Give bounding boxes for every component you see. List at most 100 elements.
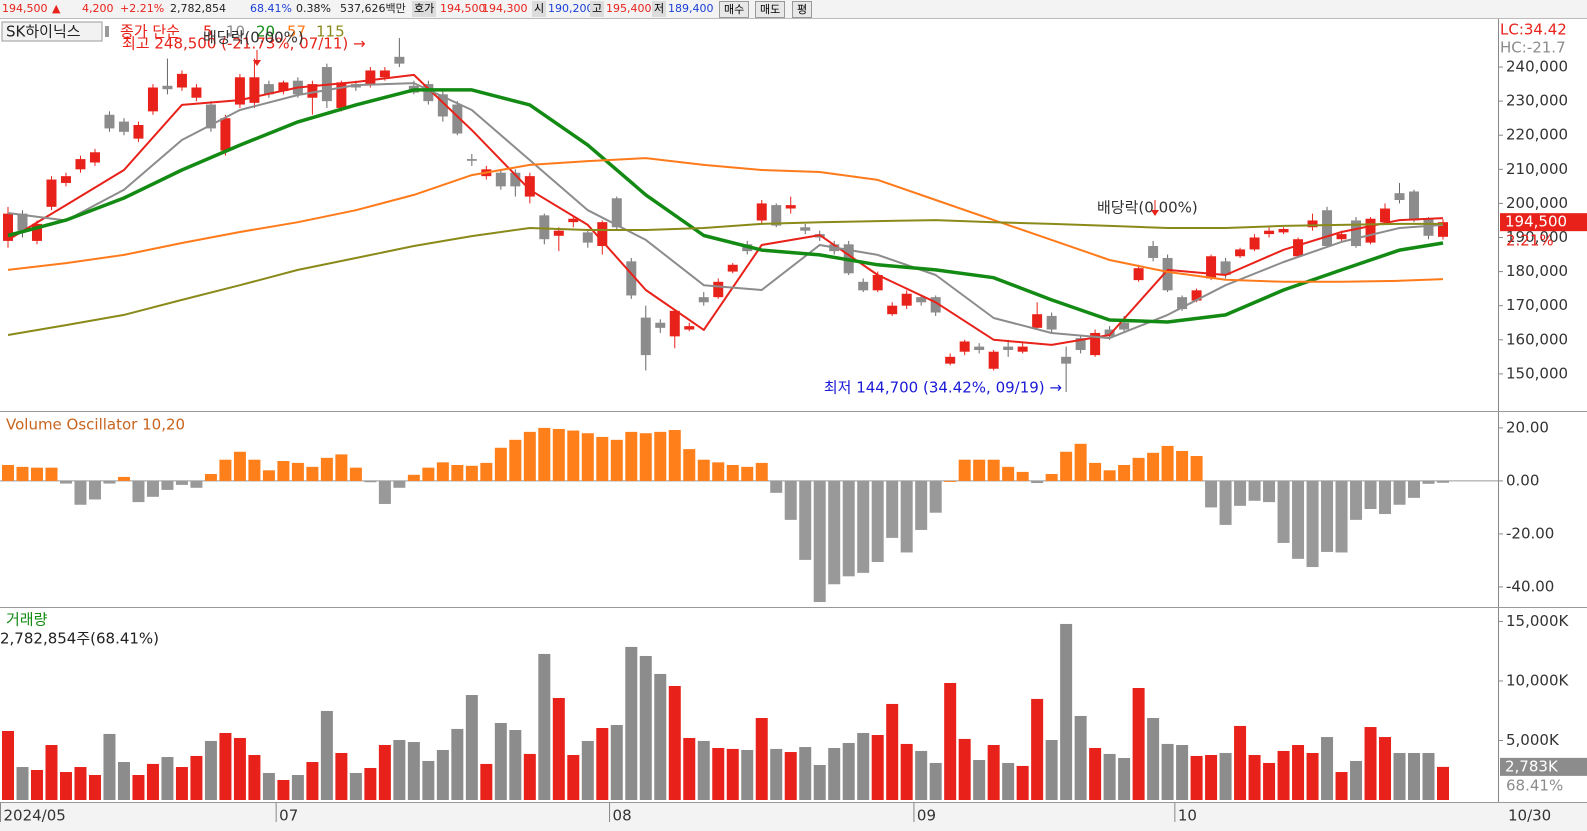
osc-bar bbox=[538, 427, 551, 481]
volume-bar bbox=[1292, 745, 1305, 800]
annotation: 배당락(0.00%) bbox=[203, 29, 304, 47]
candle-body bbox=[466, 159, 477, 161]
osc-bar bbox=[407, 474, 420, 481]
volume-bar bbox=[248, 755, 261, 800]
volume-bar bbox=[1350, 760, 1363, 800]
volume-bar bbox=[204, 740, 217, 800]
candle-body bbox=[133, 125, 144, 139]
osc-bar bbox=[523, 431, 536, 481]
candle-body bbox=[974, 346, 985, 350]
osc-bar bbox=[1190, 455, 1203, 481]
volume-pct: 68.41% bbox=[250, 2, 292, 15]
panel-title: 거래량 bbox=[6, 611, 48, 629]
volume-bar bbox=[683, 737, 696, 800]
x-tick-label: 10 bbox=[1178, 807, 1197, 825]
osc-bar bbox=[88, 480, 101, 500]
volume-bar bbox=[1335, 772, 1348, 800]
quote-label: 호가 bbox=[412, 1, 437, 17]
ma-line bbox=[7, 88, 1444, 324]
osc-bar bbox=[668, 430, 681, 481]
volume-bar bbox=[1132, 687, 1145, 800]
candle-body bbox=[452, 104, 463, 134]
volume-bar bbox=[871, 735, 884, 800]
stock-icon bbox=[105, 26, 109, 37]
candle-body bbox=[176, 73, 187, 88]
candle-body bbox=[713, 281, 724, 298]
candle-body bbox=[945, 356, 956, 364]
candle-body bbox=[1293, 239, 1304, 257]
osc-bar bbox=[1016, 471, 1029, 481]
y-tick-label: 150,000 bbox=[1506, 364, 1568, 382]
candle-body bbox=[1046, 315, 1057, 330]
sell-button[interactable]: 매도 bbox=[755, 1, 786, 18]
osc-bar bbox=[1132, 457, 1145, 481]
candle-body bbox=[1351, 220, 1362, 247]
amount: 537,626백만 bbox=[340, 2, 406, 15]
osc-bar bbox=[1321, 480, 1334, 552]
y-tick-label: 15,000K bbox=[1506, 612, 1569, 630]
candle-body bbox=[800, 227, 811, 231]
legend-label: 20 bbox=[256, 23, 275, 41]
candle-body bbox=[234, 77, 245, 105]
eval-button[interactable]: 평 bbox=[792, 1, 813, 18]
x-tick-label: 09 bbox=[917, 807, 936, 825]
candle-body bbox=[278, 82, 289, 91]
candle-body bbox=[771, 205, 782, 226]
candle-body bbox=[1322, 210, 1333, 247]
candle-body bbox=[655, 322, 666, 328]
osc-bar bbox=[1103, 470, 1116, 481]
buy-button[interactable]: 매수 bbox=[719, 1, 750, 18]
osc-bar bbox=[161, 480, 174, 490]
candle-body bbox=[336, 82, 347, 108]
y-tick-label: 200,000 bbox=[1506, 194, 1568, 212]
osc-bar bbox=[741, 466, 754, 481]
volume-bar bbox=[596, 727, 609, 800]
osc-bar bbox=[30, 467, 43, 481]
change-marker: 2.21% bbox=[1506, 232, 1554, 250]
x-tick-label: 10/30 bbox=[1508, 807, 1551, 825]
quote-bar: 194,500 ▲ 4,200 +2.21% 2,782,854 68.41% … bbox=[0, 0, 1587, 19]
volume-bar bbox=[929, 762, 942, 800]
osc-bar bbox=[784, 480, 797, 520]
osc-bar bbox=[712, 462, 725, 481]
turnover: 0.38% bbox=[296, 2, 331, 15]
candle-body bbox=[1438, 222, 1448, 237]
volume-bar bbox=[552, 697, 565, 800]
candle-body bbox=[17, 213, 28, 231]
open-label: 시 bbox=[532, 1, 547, 17]
osc-bar bbox=[494, 447, 507, 481]
candle-body bbox=[1336, 234, 1347, 240]
osc-bar bbox=[1292, 480, 1305, 559]
volume-bar bbox=[581, 740, 594, 800]
candle-body bbox=[553, 230, 564, 236]
x-tick-label: 08 bbox=[613, 807, 632, 825]
osc-bar bbox=[262, 470, 275, 481]
volume-bar bbox=[944, 682, 957, 800]
volume-bar bbox=[1089, 747, 1102, 800]
osc-bar bbox=[291, 462, 304, 481]
candle-body bbox=[1307, 220, 1318, 228]
osc-bar bbox=[2, 465, 14, 481]
osc-bar bbox=[393, 480, 406, 488]
volume-bar bbox=[1002, 762, 1015, 800]
candle-body bbox=[1409, 191, 1420, 221]
ratio-marker: 68.41% bbox=[1506, 776, 1563, 794]
osc-bar bbox=[364, 480, 377, 483]
date-axis bbox=[0, 803, 1587, 831]
volume-bar bbox=[1306, 752, 1319, 800]
y-tick-label: 0.00 bbox=[1506, 471, 1539, 489]
volume-marker-box bbox=[1500, 757, 1587, 776]
y-tick-label: 210,000 bbox=[1506, 160, 1568, 178]
candle-body bbox=[1075, 338, 1086, 350]
volume-bar bbox=[451, 728, 464, 800]
osc-bar bbox=[1350, 480, 1363, 520]
volume-bar bbox=[364, 767, 377, 800]
candle-body bbox=[394, 56, 405, 64]
y-tick-label: 20.00 bbox=[1506, 418, 1549, 436]
osc-bar bbox=[886, 480, 899, 538]
osc-bar bbox=[1161, 445, 1174, 481]
price-marker: 194,500 bbox=[1505, 213, 1567, 231]
candle-body bbox=[640, 317, 651, 356]
volume-bar bbox=[755, 717, 768, 800]
volume-marker: 2,783K bbox=[1505, 757, 1559, 775]
